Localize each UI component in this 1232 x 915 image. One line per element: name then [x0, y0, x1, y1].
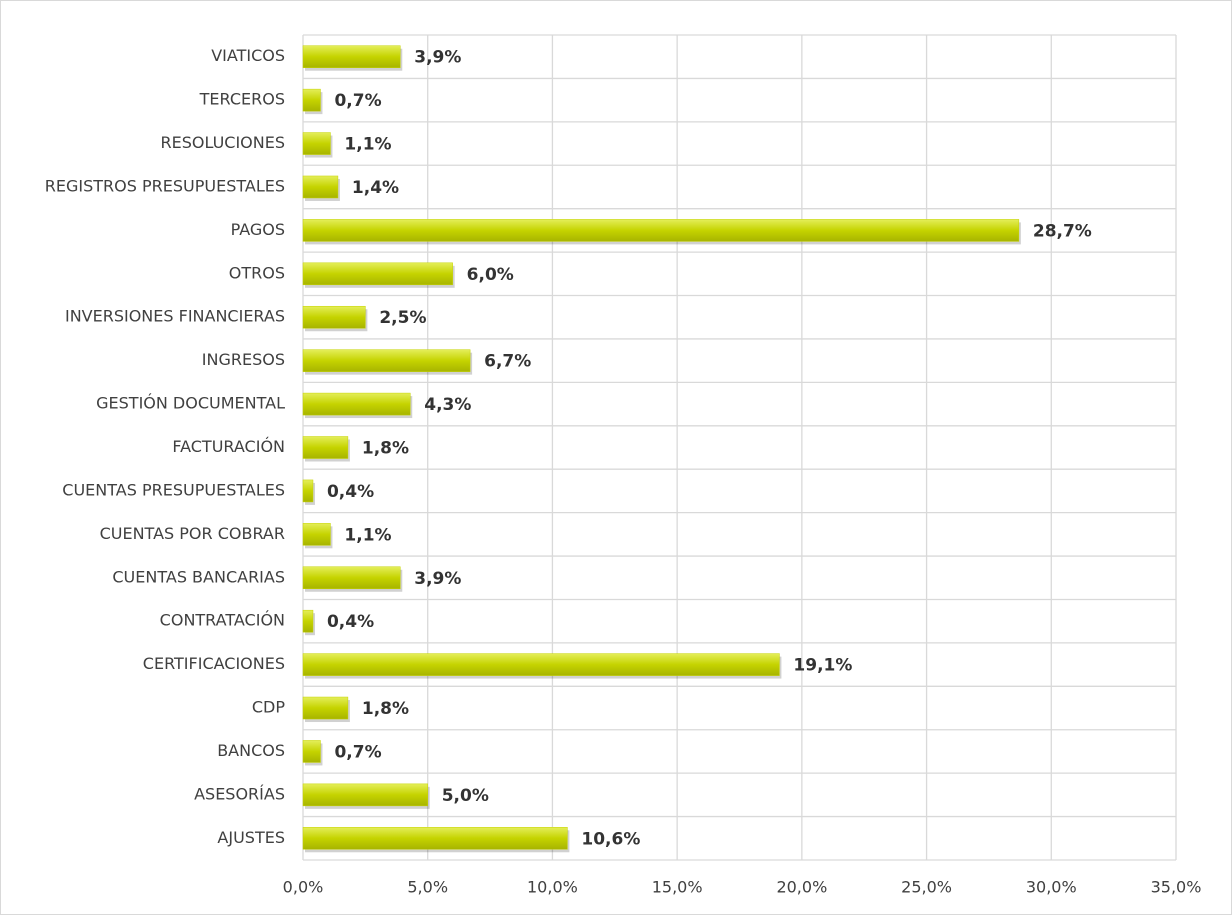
y-tick-label: GESTIÓN DOCUMENTAL [96, 394, 285, 413]
y-tick-label: INGRESOS [202, 350, 285, 369]
bar [302, 609, 314, 633]
bar [302, 45, 401, 68]
y-tick-label: INVERSIONES FINANCIERAS [65, 307, 285, 326]
bar [302, 132, 331, 155]
x-tick-label: 5,0% [407, 878, 448, 897]
value-label: 28,7% [1033, 221, 1092, 241]
value-label: 0,4% [327, 482, 374, 502]
value-label: 19,1% [793, 656, 852, 676]
value-label: 1,8% [362, 439, 409, 459]
value-label: 10,6% [581, 829, 640, 849]
bar [302, 349, 471, 372]
bar [302, 653, 780, 676]
x-tick-label: 35,0% [1151, 878, 1202, 897]
y-tick-label: TERCEROS [199, 90, 285, 109]
y-tick-label: CUENTAS POR COBRAR [100, 524, 285, 543]
value-label: 1,8% [362, 699, 409, 719]
x-tick-label: 25,0% [901, 878, 952, 897]
bar [302, 436, 349, 459]
y-tick-label: CDP [252, 698, 285, 717]
y-tick-label: CERTIFICACIONES [143, 654, 285, 673]
value-label: 5,0% [442, 786, 489, 806]
value-label: 0,7% [334, 742, 381, 762]
value-label: 1,1% [344, 525, 391, 545]
bar [302, 523, 331, 546]
x-tick-label: 0,0% [283, 878, 324, 897]
bar [302, 219, 1020, 242]
bar [302, 262, 453, 286]
x-tick-label: 30,0% [1026, 878, 1077, 897]
value-label: 3,9% [414, 48, 461, 68]
x-tick-label: 15,0% [652, 878, 703, 897]
bar [302, 696, 349, 720]
y-tick-label: AJUSTES [217, 828, 285, 847]
bar [302, 305, 366, 329]
y-tick-label: FACTURACIÓN [172, 437, 285, 456]
value-label: 1,4% [352, 178, 399, 198]
bar [302, 566, 401, 590]
bar [302, 88, 321, 112]
y-tick-label: VIATICOS [211, 46, 285, 65]
y-tick-label: OTROS [229, 263, 285, 282]
y-tick-label: BANCOS [217, 741, 285, 760]
x-tick-label: 20,0% [776, 878, 827, 897]
y-tick-label: CUENTAS PRESUPUESTALES [62, 480, 285, 499]
value-label: 2,5% [379, 308, 426, 328]
y-tick-label: RESOLUCIONES [160, 133, 285, 152]
value-label: 6,7% [484, 352, 531, 372]
bar [302, 392, 411, 416]
value-label: 1,1% [344, 135, 391, 155]
value-label: 6,0% [467, 265, 514, 285]
y-tick-label: REGISTROS PRESUPUESTALES [45, 176, 285, 195]
value-label: 4,3% [424, 395, 471, 415]
bar [302, 740, 321, 763]
value-label: 0,4% [327, 612, 374, 632]
y-tick-label: PAGOS [231, 220, 285, 239]
value-label: 0,7% [334, 91, 381, 111]
y-tick-label: CONTRATACIÓN [160, 611, 285, 630]
bar [302, 479, 314, 503]
value-label: 3,9% [414, 569, 461, 589]
y-tick-label: CUENTAS BANCARIAS [112, 567, 285, 586]
bar [302, 783, 428, 807]
x-tick-label: 10,0% [527, 878, 578, 897]
y-tick-label: ASESORÍAS [194, 784, 285, 803]
bar [302, 827, 568, 850]
bar [302, 175, 339, 199]
